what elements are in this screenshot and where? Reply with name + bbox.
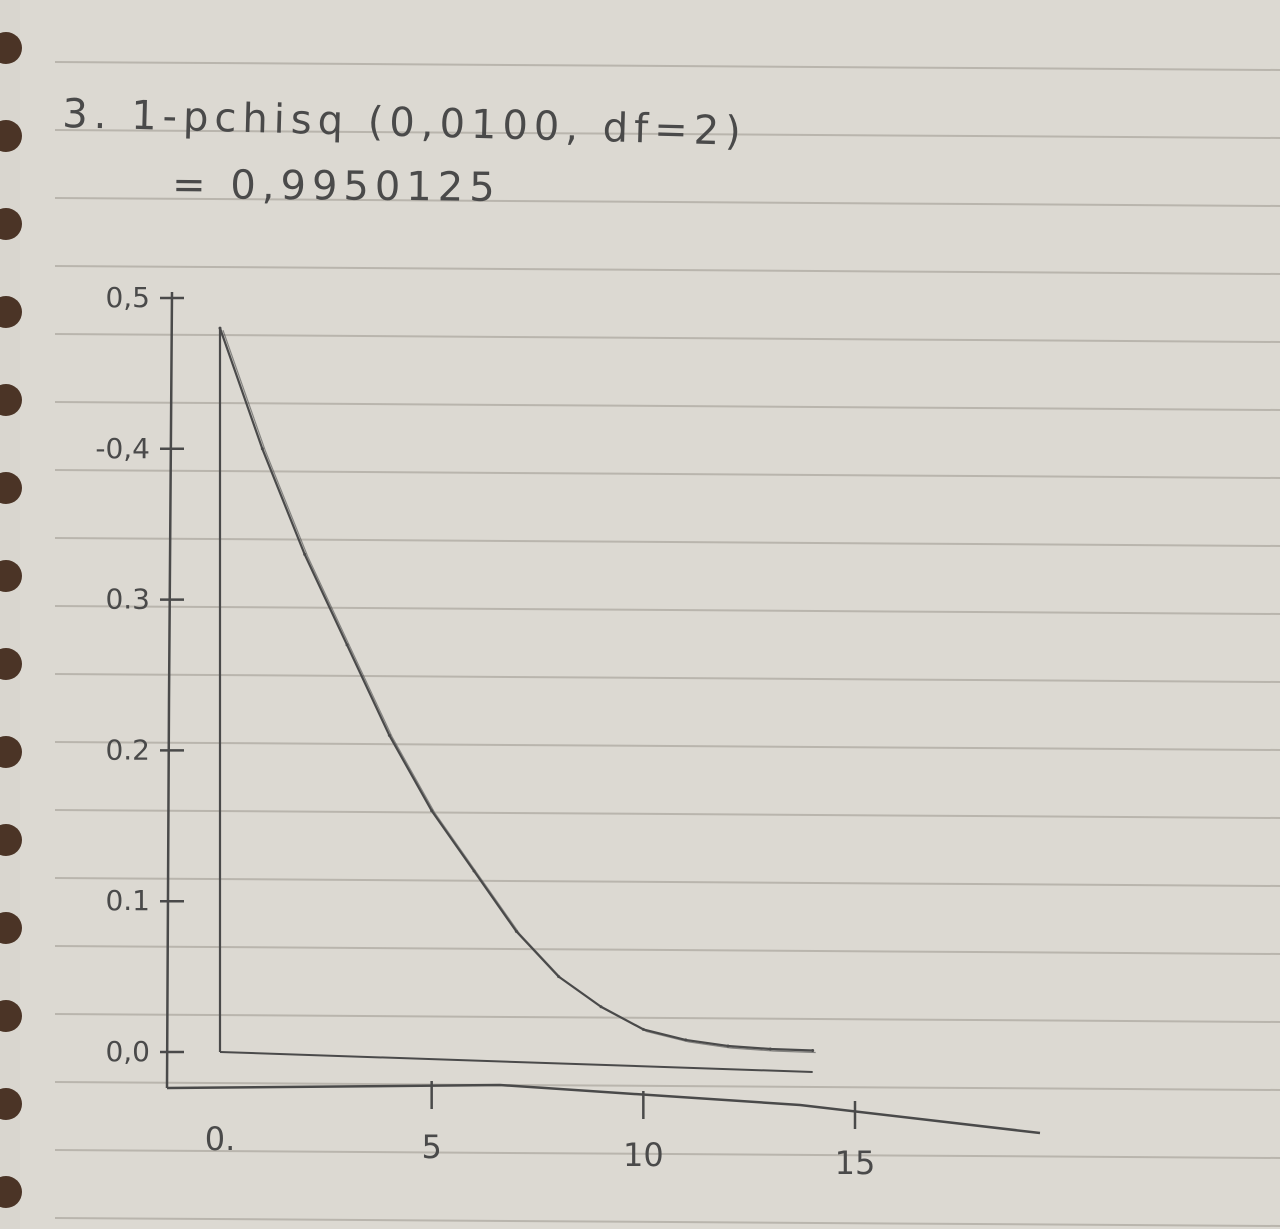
data-point: [811, 1048, 815, 1052]
binder-hole: [0, 296, 22, 328]
ruled-line: [54, 1013, 1280, 1023]
data-point: [387, 733, 391, 737]
series-line-sketch: [222, 329, 816, 1054]
data-point: [514, 929, 518, 933]
ruled-line: [54, 401, 1280, 411]
ruled-line: [54, 1217, 1280, 1227]
binder-hole: [0, 472, 22, 504]
binder-hole: [0, 648, 22, 680]
binder-hole: [0, 120, 22, 152]
binder-hole: [0, 1000, 22, 1032]
data-point: [430, 809, 434, 813]
data-point: [303, 552, 307, 556]
x-tick-label: 10: [623, 1136, 664, 1174]
ruled-line: [54, 537, 1280, 547]
data-point: [599, 1005, 603, 1009]
x-tick-label: 15: [835, 1144, 876, 1182]
binder-hole: [0, 32, 22, 64]
ruled-line: [54, 605, 1280, 615]
y-tick-label: 0.2: [105, 733, 150, 766]
data-point: [345, 643, 349, 647]
x-axis: [166, 1083, 1041, 1135]
series-line: [218, 327, 813, 1052]
data-point: [684, 1038, 688, 1042]
ruled-line: [54, 469, 1280, 479]
binder-holes: [0, 32, 22, 1208]
binder-hole: [0, 560, 22, 592]
ruled-line: [54, 129, 1280, 139]
data-point: [218, 326, 222, 330]
x-tick-label: 0.: [205, 1120, 236, 1158]
y-tick-label: 0,5: [105, 281, 150, 314]
ruled-line: [54, 673, 1280, 683]
binder-hole: [0, 736, 22, 768]
ruled-line: [54, 741, 1280, 751]
ruled-line: [54, 265, 1280, 275]
note-line-2: = 0,9950125: [172, 162, 501, 211]
binder-hole: [0, 208, 22, 240]
data-point: [472, 869, 476, 873]
ruled-line: [54, 197, 1280, 207]
binder-hole: [0, 1176, 22, 1208]
ruled-line: [54, 61, 1280, 71]
y-tick-label: 0.1: [105, 884, 150, 917]
x-tick-label: 5: [421, 1128, 441, 1166]
ruled-line: [54, 1149, 1280, 1159]
y-tick-label: 0.3: [105, 583, 150, 616]
ruled-line: [54, 945, 1280, 955]
data-point: [726, 1044, 730, 1048]
binder-hole: [0, 1088, 22, 1120]
y-axis: [165, 291, 174, 1089]
ruled-line: [54, 809, 1280, 819]
data-point: [557, 975, 561, 979]
data-point: [768, 1047, 772, 1051]
data-point: [260, 447, 264, 451]
zero-baseline: [219, 1051, 813, 1073]
ruled-line: [54, 877, 1280, 887]
binder-hole: [0, 912, 22, 944]
binder-hole: [0, 384, 22, 416]
y-tick-label: -0,4: [95, 432, 150, 465]
ruled-lines: [54, 61, 1280, 1227]
ruled-line: [54, 333, 1280, 343]
binder-hole: [0, 824, 22, 856]
y-tick-label: 0,0: [105, 1035, 150, 1068]
chart: 0,0 0.1 0.2 0.3 -0,4 0,5 0. 5 10 15: [95, 281, 1041, 1182]
ruled-line: [54, 1081, 1280, 1091]
data-point: [641, 1027, 645, 1031]
